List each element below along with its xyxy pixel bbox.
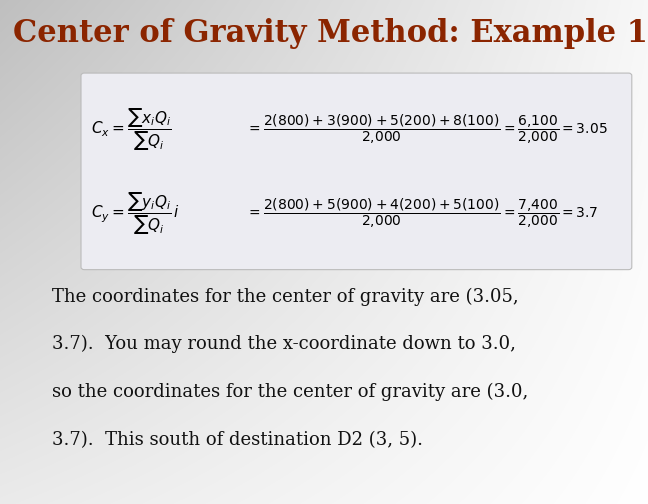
Text: 3.7).  This south of destination D2 (3, 5).: 3.7). This south of destination D2 (3, 5… — [52, 431, 423, 449]
Text: so the coordinates for the center of gravity are (3.0,: so the coordinates for the center of gra… — [52, 383, 528, 401]
FancyBboxPatch shape — [81, 73, 632, 270]
Text: 3.7).  You may round the x-coordinate down to 3.0,: 3.7). You may round the x-coordinate dow… — [52, 335, 516, 353]
Text: $C_y = \dfrac{\sum y_i Q_i}{\sum Q_i}\,i$: $C_y = \dfrac{\sum y_i Q_i}{\sum Q_i}\,i… — [91, 190, 179, 237]
Text: $C_x = \dfrac{\sum x_i Q_i}{\sum Q_i}$: $C_x = \dfrac{\sum x_i Q_i}{\sum Q_i}$ — [91, 106, 171, 153]
Text: $= \dfrac{2(800)+5(900)+4(200)+5(100)}{2{,}000} = \dfrac{7{,}400}{2{,}000} = 3.7: $= \dfrac{2(800)+5(900)+4(200)+5(100)}{2… — [246, 197, 598, 230]
Text: Center of Gravity Method: Example 1: Center of Gravity Method: Example 1 — [13, 18, 648, 49]
Text: The coordinates for the center of gravity are (3.05,: The coordinates for the center of gravit… — [52, 287, 518, 305]
Text: $= \dfrac{2(800)+3(900)+5(200)+8(100)}{2{,}000} = \dfrac{6{,}100}{2{,}000} = 3.0: $= \dfrac{2(800)+3(900)+5(200)+8(100)}{2… — [246, 112, 608, 146]
